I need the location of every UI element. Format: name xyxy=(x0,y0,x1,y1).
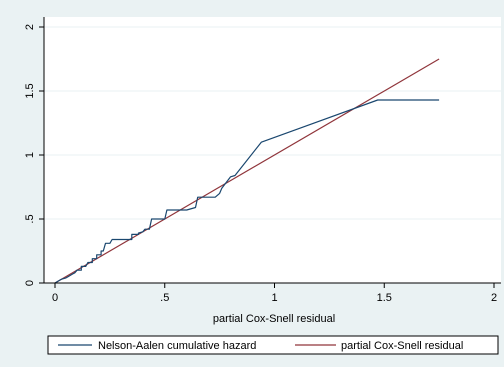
y-ticks: 0 .5 1 1.5 2 xyxy=(24,24,44,286)
y-tick-label-1: .5 xyxy=(24,214,36,223)
y-tick-label-3: 1.5 xyxy=(24,83,36,98)
x-tick-label-1: .5 xyxy=(160,292,169,304)
legend-box xyxy=(47,335,499,355)
plot-area xyxy=(44,17,501,283)
x-tick-label-4: 2 xyxy=(491,292,497,304)
legend-label-nelson-aalen: Nelson-Aalen cumulative hazard xyxy=(98,340,256,352)
series-line-0 xyxy=(54,99,440,284)
x-tick-label-3: 1.5 xyxy=(377,292,392,304)
series-line-1 xyxy=(54,58,440,284)
x-tick-label-0: 0 xyxy=(52,292,58,304)
x-axis-title: partial Cox-Snell residual xyxy=(213,313,335,325)
x-ticks: 0 .5 1 1.5 2 xyxy=(52,283,497,304)
y-tick-label-0: 0 xyxy=(24,280,36,286)
gridlines xyxy=(44,26,501,220)
series-layer xyxy=(54,58,440,284)
legend-label-cox-snell: partial Cox-Snell residual xyxy=(341,340,463,352)
legend: Nelson-Aalen cumulative hazard partial C… xyxy=(47,335,499,355)
y-tick-label-2: 1 xyxy=(24,152,36,158)
y-tick-label-4: 2 xyxy=(24,24,36,30)
x-tick-label-2: 1 xyxy=(271,292,277,304)
